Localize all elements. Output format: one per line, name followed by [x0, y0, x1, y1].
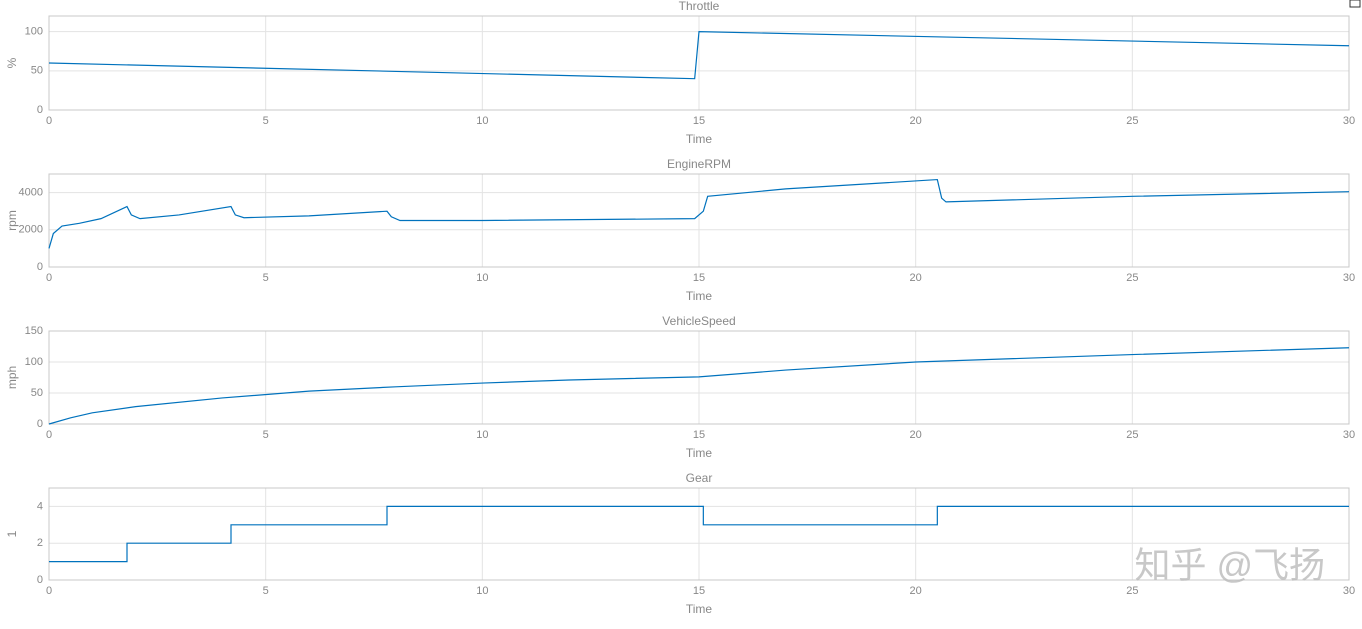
data-line — [49, 505, 1349, 563]
x-tick-label: 0 — [46, 585, 52, 597]
y-tick-label: 50 — [31, 387, 43, 399]
x-tick-label: 0 — [46, 272, 52, 284]
x-tick-label: 25 — [1126, 585, 1138, 597]
plot-frame — [48, 173, 1350, 268]
y-tick-label: 100 — [25, 356, 43, 368]
x-tick-label: 20 — [910, 115, 922, 127]
x-axis-label: Time — [686, 289, 713, 303]
y-tick-label: 2 — [37, 537, 43, 549]
x-tick-label: 25 — [1126, 272, 1138, 284]
chart-title: Throttle — [679, 0, 720, 13]
y-tick-label: 50 — [31, 65, 43, 77]
x-tick-label: 0 — [46, 115, 52, 127]
y-axis-label: mph — [5, 366, 19, 389]
x-tick-label: 5 — [263, 115, 269, 127]
y-axis-label: 1 — [5, 530, 19, 537]
y-tick-label: 4 — [37, 500, 43, 512]
x-tick-label: 20 — [910, 429, 922, 441]
chart-title: Gear — [686, 471, 713, 485]
x-tick-label: 15 — [693, 429, 705, 441]
x-axis-label: Time — [686, 132, 713, 146]
y-tick-label: 2000 — [19, 224, 43, 236]
y-tick-label: 150 — [25, 325, 43, 337]
x-tick-label: 0 — [46, 429, 52, 441]
y-tick-label: 0 — [37, 261, 43, 273]
plot-frame — [48, 330, 1350, 425]
y-tick-label: 0 — [37, 418, 43, 430]
data-line — [48, 178, 1350, 249]
y-tick-label: 0 — [37, 104, 43, 116]
x-tick-label: 15 — [693, 272, 705, 284]
x-tick-label: 20 — [910, 272, 922, 284]
x-tick-label: 30 — [1343, 272, 1355, 284]
x-tick-label: 5 — [263, 585, 269, 597]
chart-title: VehicleSpeed — [662, 314, 735, 328]
y-tick-label: 0 — [37, 574, 43, 586]
watermark: 知乎 @飞扬 — [1134, 545, 1325, 586]
x-tick-label: 10 — [476, 585, 488, 597]
y-tick-label: 100 — [25, 26, 43, 38]
x-axis-label: Time — [686, 602, 713, 616]
x-tick-label: 25 — [1126, 429, 1138, 441]
y-tick-label: 4000 — [19, 187, 43, 199]
x-axis-label: Time — [686, 446, 713, 460]
data-line — [48, 31, 1350, 80]
x-tick-label: 30 — [1343, 585, 1355, 597]
x-tick-label: 15 — [693, 115, 705, 127]
x-tick-label: 15 — [693, 585, 705, 597]
x-tick-label: 10 — [476, 429, 488, 441]
data-line — [48, 347, 1350, 425]
y-axis-label: rpm — [5, 210, 19, 231]
x-tick-label: 30 — [1343, 429, 1355, 441]
y-axis-label: % — [5, 57, 19, 68]
x-tick-label: 25 — [1126, 115, 1138, 127]
x-tick-label: 10 — [476, 115, 488, 127]
x-tick-label: 10 — [476, 272, 488, 284]
plot-frame — [48, 487, 1350, 581]
chart-title: EngineRPM — [667, 157, 731, 171]
x-tick-label: 30 — [1343, 115, 1355, 127]
toolbar-icon[interactable] — [1349, 0, 1361, 8]
x-tick-label: 5 — [263, 429, 269, 441]
x-tick-label: 20 — [910, 585, 922, 597]
x-tick-label: 5 — [263, 272, 269, 284]
